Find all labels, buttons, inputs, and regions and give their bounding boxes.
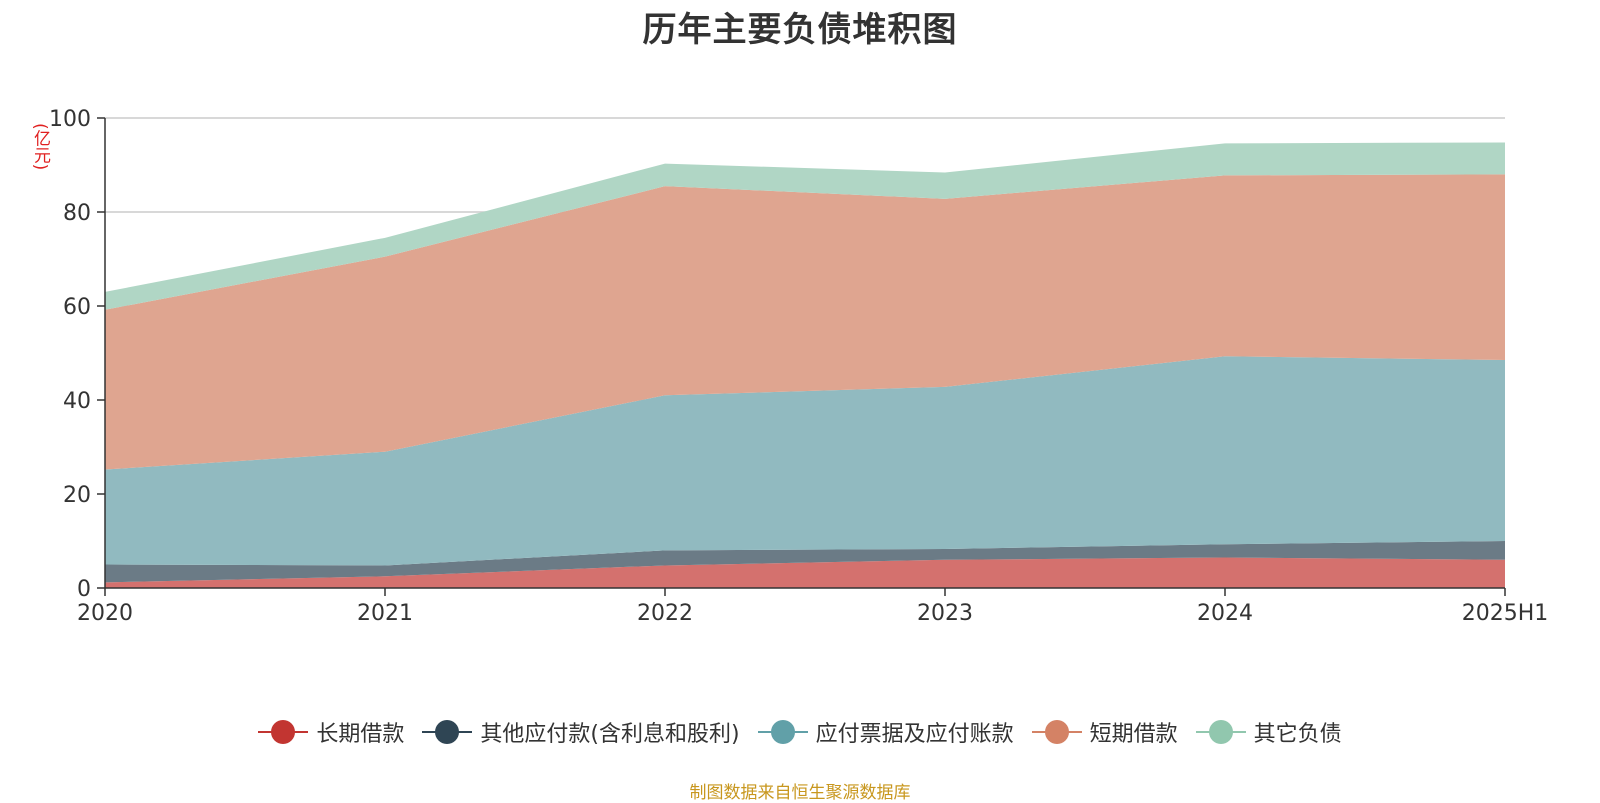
area-series-2 (105, 356, 1505, 566)
legend-label: 长期借款 (316, 722, 405, 747)
legend-item-3[interactable]: 短期借款 (1031, 716, 1178, 748)
legend-item-2[interactable]: 应付票据及应付账款 (757, 716, 1014, 748)
x-tick-label: 2021 (357, 601, 413, 626)
area-series (105, 142, 1505, 588)
area-series-1 (105, 541, 1505, 583)
legend-item-0[interactable]: 长期借款 (258, 716, 404, 748)
y-tick-label: 80 (63, 201, 91, 226)
axes: 0 20 40 60 80 100 2020 2021 2022 2023 2024 2025H1 (49, 107, 1548, 626)
y-tick-label: 60 (63, 295, 91, 320)
y-tick-label: 20 (63, 483, 91, 508)
x-tick-label: 2020 (77, 601, 133, 626)
legend-marker-icon (422, 720, 473, 744)
area-series-4 (105, 142, 1505, 310)
legend-marker-icon (1031, 720, 1082, 744)
y-axis-unit-label: (亿元) (30, 123, 50, 171)
legend-label: 短期借款 (1089, 722, 1178, 747)
x-tick-label: 2023 (917, 601, 973, 626)
legend-label: 其他应付款(含利息和股利) (480, 722, 740, 747)
legend-item-4[interactable]: 其它负债 (1195, 716, 1342, 748)
legend-label: 应付票据及应付账款 (815, 722, 1014, 747)
y-tick-label: 40 (63, 389, 91, 414)
legend-marker-icon (1195, 720, 1246, 744)
area-series-3 (105, 174, 1505, 470)
chart-title: 历年主要负债堆积图 (642, 10, 958, 50)
legend-item-1[interactable]: 其他应付款(含利息和股利) (422, 716, 740, 748)
y-tick-label: 100 (49, 107, 91, 132)
y-tick-label: 0 (77, 577, 91, 602)
data-source-footer: 制图数据来自恒生聚源数据库 (689, 783, 911, 803)
chart-legend: 长期借款 其他应付款(含利息和股利) 应付票据及应付账款 短期借款 其它负债 (0, 716, 1600, 748)
legend-marker-icon (258, 720, 309, 744)
legend-marker-icon (757, 720, 808, 744)
area-series-0 (105, 557, 1505, 588)
x-tick-label: 2024 (1197, 601, 1253, 626)
x-tick-label: 2025H1 (1462, 601, 1549, 626)
x-tick-label: 2022 (637, 601, 693, 626)
legend-label: 其它负债 (1253, 722, 1342, 747)
